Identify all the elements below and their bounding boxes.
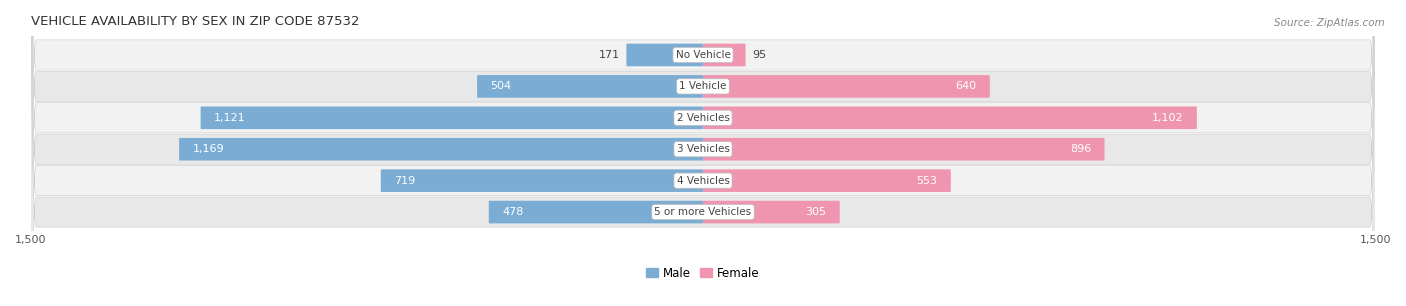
Text: 719: 719 [394,176,415,186]
Text: 553: 553 [917,176,938,186]
Text: 896: 896 [1070,144,1091,154]
Text: Source: ZipAtlas.com: Source: ZipAtlas.com [1274,18,1385,28]
Text: 504: 504 [491,81,512,91]
Text: 640: 640 [955,81,976,91]
FancyBboxPatch shape [179,138,703,161]
Text: 1,169: 1,169 [193,144,224,154]
Text: 1 Vehicle: 1 Vehicle [679,81,727,91]
FancyBboxPatch shape [703,44,745,66]
FancyBboxPatch shape [703,169,950,192]
Text: 95: 95 [752,50,766,60]
Text: 3 Vehicles: 3 Vehicles [676,144,730,154]
Text: 1,102: 1,102 [1152,113,1184,123]
FancyBboxPatch shape [626,44,703,66]
FancyBboxPatch shape [381,169,703,192]
FancyBboxPatch shape [31,0,1375,306]
Text: 2 Vehicles: 2 Vehicles [676,113,730,123]
FancyBboxPatch shape [703,106,1197,129]
FancyBboxPatch shape [477,75,703,98]
FancyBboxPatch shape [703,138,1105,161]
Text: 4 Vehicles: 4 Vehicles [676,176,730,186]
FancyBboxPatch shape [703,201,839,223]
FancyBboxPatch shape [489,201,703,223]
Text: 305: 305 [806,207,827,217]
Text: 5 or more Vehicles: 5 or more Vehicles [654,207,752,217]
Text: 171: 171 [599,50,620,60]
FancyBboxPatch shape [703,75,990,98]
Text: 1,121: 1,121 [214,113,246,123]
FancyBboxPatch shape [31,0,1375,306]
FancyBboxPatch shape [31,0,1375,306]
Text: No Vehicle: No Vehicle [675,50,731,60]
FancyBboxPatch shape [201,106,703,129]
FancyBboxPatch shape [31,0,1375,306]
Text: 478: 478 [502,207,523,217]
FancyBboxPatch shape [31,0,1375,306]
Legend: Male, Female: Male, Female [647,267,759,280]
Text: VEHICLE AVAILABILITY BY SEX IN ZIP CODE 87532: VEHICLE AVAILABILITY BY SEX IN ZIP CODE … [31,15,360,28]
FancyBboxPatch shape [31,0,1375,306]
